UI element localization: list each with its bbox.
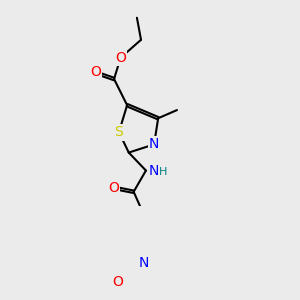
- Text: N: N: [138, 256, 149, 270]
- Text: S: S: [115, 125, 123, 139]
- Text: N: N: [149, 164, 159, 178]
- Text: N: N: [149, 137, 159, 152]
- Text: O: O: [115, 51, 126, 65]
- Text: O: O: [90, 65, 101, 80]
- Text: O: O: [112, 275, 123, 289]
- Text: H: H: [159, 167, 168, 177]
- Text: O: O: [108, 181, 119, 195]
